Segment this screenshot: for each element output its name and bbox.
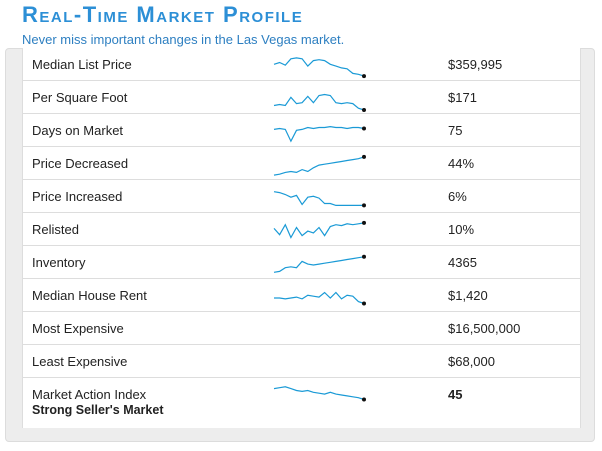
metric-label: Market Action Index (32, 387, 147, 402)
metric-row-days-on-market: Days on Market 75 (23, 114, 580, 147)
metric-value: 44% (448, 156, 475, 171)
sparkline-endpoint (362, 220, 366, 225)
metric-row-most-expensive: Most Expensive $16,500,000 (23, 312, 580, 345)
median-list-price-sparkline (273, 57, 366, 79)
metric-label: Price Decreased (32, 156, 129, 171)
metric-value: 6% (448, 189, 467, 204)
price-increased-sparkline (273, 191, 366, 208)
metric-label: Per Square Foot (32, 90, 128, 105)
market-condition-label: Strong Seller's Market (32, 403, 164, 417)
sparkline-path (274, 291, 365, 305)
metric-label: Relisted (32, 222, 79, 237)
metric-row-inventory: Inventory 4365 (23, 246, 580, 279)
metric-label: Least Expensive (32, 354, 128, 369)
metric-value: $359,995 (448, 57, 503, 72)
metric-row-median-house-rent: Median House Rent $1,420 (23, 279, 580, 312)
metric-value: 10% (448, 222, 475, 237)
market-action-index-sparkline (273, 386, 366, 402)
metric-value: $171 (448, 90, 477, 105)
metric-row-per-square-foot: Per Square Foot $171 (23, 81, 580, 114)
market-profile-table: Median List Price $359,995 Per Square Fo… (22, 48, 581, 428)
sparkline-endpoint (362, 397, 366, 402)
sparkline-endpoint (362, 301, 366, 306)
sparkline-endpoint (362, 108, 366, 112)
metric-label: Median House Rent (32, 288, 147, 303)
metric-row-relisted: Relisted 10% (23, 213, 580, 246)
metric-value: 75 (448, 123, 463, 138)
median-house-rent-sparkline (274, 291, 366, 306)
per-square-foot-sparkline (273, 93, 366, 112)
metric-row-price-increased: Price Increased 6% (23, 180, 580, 213)
inventory-sparkline (273, 254, 366, 273)
page-title: Real-Time Market Profile (22, 2, 304, 27)
sparkline-path (273, 156, 365, 176)
sparkline-endpoint (362, 74, 366, 79)
metric-row-median-list-price: Median List Price $359,995 (23, 48, 580, 81)
sparkline-path (273, 222, 365, 239)
sparkline-endpoint (362, 254, 366, 259)
days-on-market-sparkline (273, 125, 366, 143)
sparkline-path (273, 57, 365, 77)
metric-value: $1,420 (448, 288, 488, 303)
page-subtitle: Never miss important changes in the Las … (22, 32, 345, 47)
sparkline-endpoint (362, 203, 366, 208)
sparkline-endpoint (362, 126, 366, 131)
metric-row-price-decreased: Price Decreased 44% (23, 147, 580, 180)
metric-value: 4365 (448, 255, 477, 270)
sparkline-endpoint (362, 154, 366, 159)
sparkline-path (273, 125, 365, 143)
metric-label: Inventory (32, 255, 86, 270)
sparkline-path (273, 191, 364, 206)
metric-label: Days on Market (32, 123, 124, 138)
metric-row-market-action-index: Market Action Index Strong Seller's Mark… (23, 378, 580, 428)
sparkline-path (273, 93, 365, 111)
sparkline-path (273, 256, 365, 273)
relisted-sparkline (273, 220, 366, 239)
metric-label: Most Expensive (32, 321, 124, 336)
metric-label: Median List Price (32, 57, 132, 72)
metric-row-least-expensive: Least Expensive $68,000 (23, 345, 580, 378)
metric-value: 45 (448, 387, 463, 402)
metric-value: $68,000 (448, 354, 495, 369)
metric-label: Price Increased (32, 189, 123, 204)
metric-value: $16,500,000 (448, 321, 521, 336)
price-decreased-sparkline (273, 154, 366, 176)
sparkline-path (273, 386, 365, 401)
